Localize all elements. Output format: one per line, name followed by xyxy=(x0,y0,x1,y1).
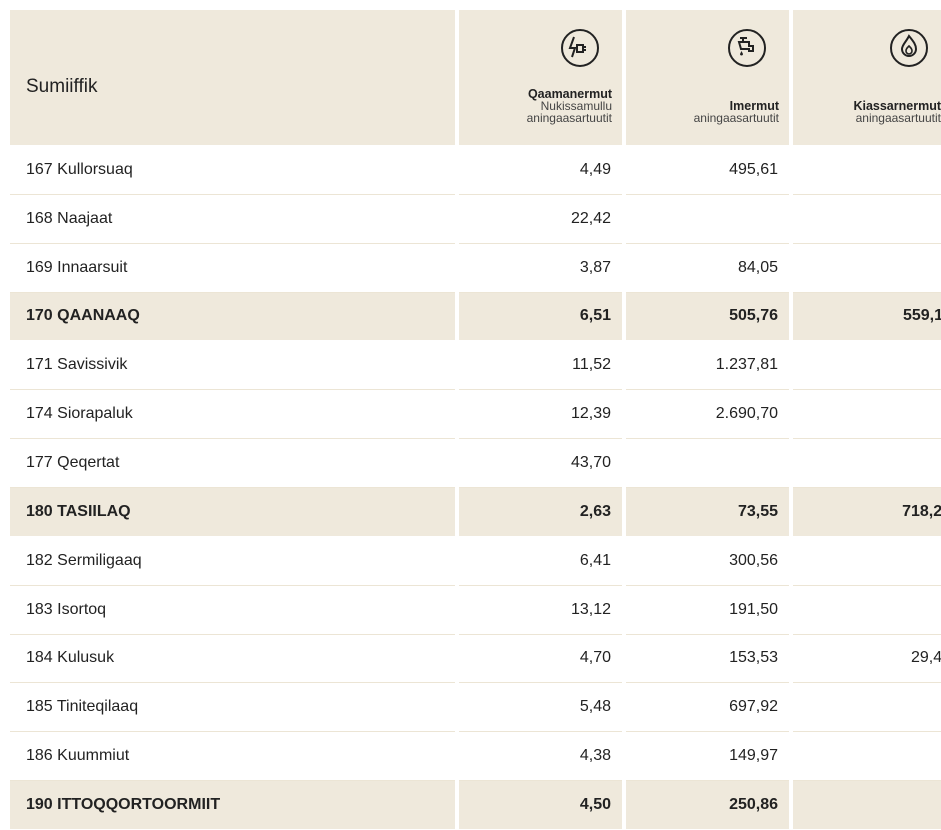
row-value: 5,48 xyxy=(459,683,622,733)
row-value: 4,49 xyxy=(459,146,622,195)
header-column: Imermut aningaasartuutit xyxy=(626,10,789,145)
row-value: 13,12 xyxy=(459,586,622,635)
row-value xyxy=(793,537,941,586)
row-value: 3,87 xyxy=(459,244,622,293)
row-value xyxy=(793,439,941,488)
row-name: 170 QAANAAQ xyxy=(10,292,455,342)
header-cell: Sumiiffik xyxy=(10,10,455,145)
row-value: 153,53 xyxy=(626,635,789,684)
column-title: Kiassarnermut xyxy=(853,99,941,113)
row-name: 186 Kuummiut xyxy=(10,732,455,782)
row-value: 4,50 xyxy=(459,781,622,830)
row-value xyxy=(793,683,941,733)
column-subtitle: aningaasartuutit xyxy=(855,111,941,125)
row-value: 1.237,81 xyxy=(626,341,789,391)
row-value: 250,86 xyxy=(626,781,789,830)
row-name: 174 Siorapaluk xyxy=(10,390,455,440)
row-value: 22,42 xyxy=(459,195,622,244)
row-name: 180 TASIILAQ xyxy=(10,488,455,537)
row-name: 169 Innaarsuit xyxy=(10,244,455,293)
row-value xyxy=(793,390,941,440)
column-icon xyxy=(561,29,599,67)
row-name: 177 Qeqertat xyxy=(10,439,455,488)
row-value: 4,38 xyxy=(459,732,622,782)
column-icon xyxy=(890,29,928,67)
column-icon xyxy=(728,29,766,67)
row-value: 718,25 xyxy=(793,488,941,537)
row-value: 11,52 xyxy=(459,341,622,391)
row-value xyxy=(793,244,941,293)
row-value xyxy=(793,732,941,782)
row-name: 183 Isortoq xyxy=(10,586,455,635)
row-name: 185 Tiniteqilaaq xyxy=(10,683,455,733)
row-value: 559,11 xyxy=(793,292,941,342)
row-name: 182 Sermiligaaq xyxy=(10,537,455,586)
row-value: 43,70 xyxy=(459,439,622,488)
row-value xyxy=(793,781,941,830)
row-value: 84,05 xyxy=(626,244,789,293)
row-value xyxy=(793,341,941,391)
row-value xyxy=(793,146,941,195)
row-value: 2,63 xyxy=(459,488,622,537)
row-name: 167 Kullorsuaq xyxy=(10,146,455,195)
row-value: 2.690,70 xyxy=(626,390,789,440)
row-name: 184 Kulusuk xyxy=(10,635,455,684)
row-value: 495,61 xyxy=(626,146,789,195)
row-value: 300,56 xyxy=(626,537,789,586)
row-value xyxy=(793,586,941,635)
column-title: Imermut xyxy=(729,99,779,113)
row-value: 6,41 xyxy=(459,537,622,586)
row-name: 190 ITTOQQORTOORMIIT xyxy=(10,781,455,830)
header-column: Qaamanermut Nukissamullu aningaasartuutit xyxy=(459,10,622,145)
row-value: 4,70 xyxy=(459,635,622,684)
row-value: 6,51 xyxy=(459,292,622,342)
row-value: 149,97 xyxy=(626,732,789,782)
row-value xyxy=(793,195,941,244)
row-value: 697,92 xyxy=(626,683,789,733)
row-name: 168 Naajaat xyxy=(10,195,455,244)
column-subtitle: Nukissamullu xyxy=(540,99,612,113)
row-name: 171 Savissivik xyxy=(10,341,455,391)
header-title: Sumiiffik xyxy=(26,76,98,97)
header-column: Kiassarnermut aningaasartuutit xyxy=(793,10,941,145)
row-value: 29,40 xyxy=(793,635,941,684)
column-subtitle: aningaasartuutit xyxy=(693,111,779,125)
row-value: 191,50 xyxy=(626,586,789,635)
row-value: 12,39 xyxy=(459,390,622,440)
row-value: 73,55 xyxy=(626,488,789,537)
column-title: Qaamanermut xyxy=(527,87,612,101)
row-value xyxy=(626,195,789,244)
row-value xyxy=(626,439,789,488)
column-subtitle: aningaasartuutit xyxy=(526,111,612,125)
row-value: 505,76 xyxy=(626,292,789,342)
